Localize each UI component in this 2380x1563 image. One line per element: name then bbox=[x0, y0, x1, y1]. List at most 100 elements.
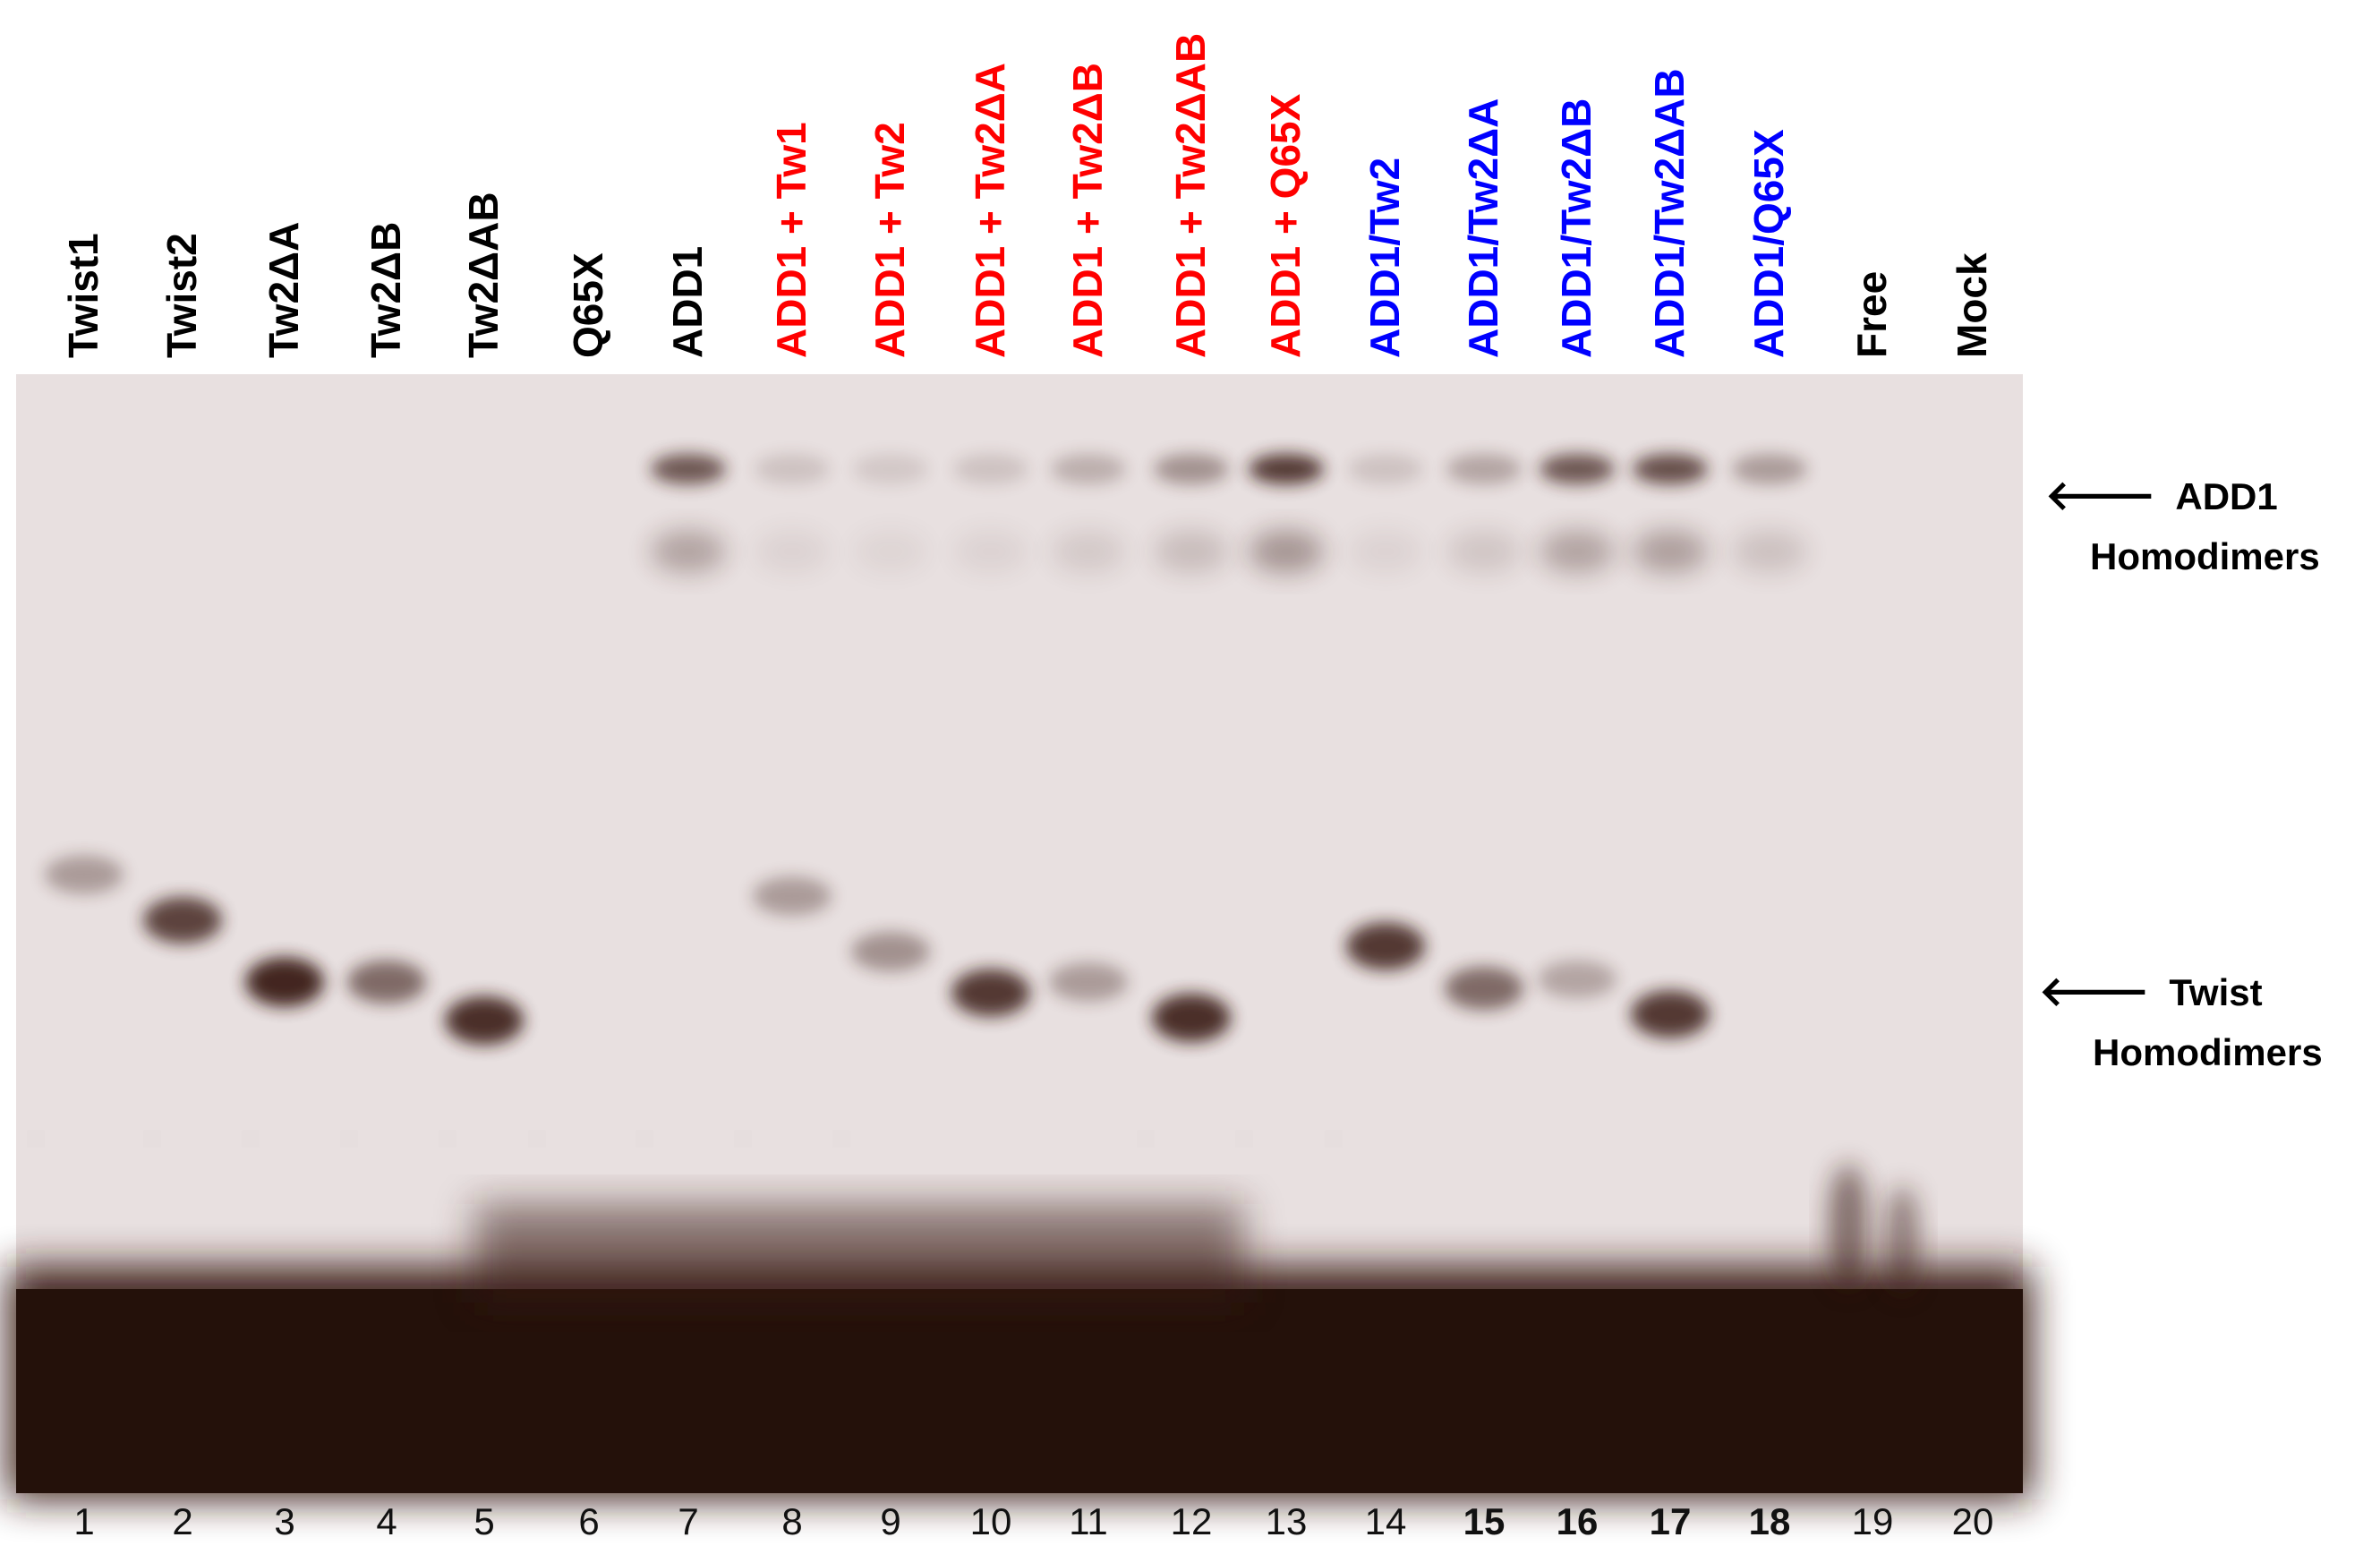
lane-number: 1 bbox=[73, 1500, 95, 1542]
background-speck bbox=[1329, 1134, 1338, 1143]
twist-homodimer-band bbox=[951, 969, 1030, 1017]
twist-homodimer-band bbox=[45, 855, 124, 894]
add1-lower-smear bbox=[755, 530, 830, 573]
gel-layer bbox=[7, 374, 2032, 1499]
lane-label: ADD1 bbox=[664, 245, 711, 358]
lane-number: 12 bbox=[1170, 1500, 1213, 1542]
twist-homodimer-band bbox=[1346, 922, 1425, 970]
lane-number: 8 bbox=[781, 1500, 803, 1542]
add1-homodimer-band bbox=[1249, 454, 1324, 484]
lane-label: Free bbox=[1848, 270, 1895, 358]
add1-lower-smear bbox=[1633, 530, 1708, 573]
add1-homodimer-band bbox=[1540, 454, 1615, 484]
add1-lower-smear bbox=[1540, 530, 1615, 573]
background-speck bbox=[837, 1134, 846, 1143]
add1-homodimer-band bbox=[1348, 454, 1423, 484]
lane-number: 2 bbox=[172, 1500, 193, 1542]
lane-number: 17 bbox=[1649, 1500, 1692, 1542]
twist-annotation-line1: Twist bbox=[2169, 971, 2263, 1013]
lane-number: 19 bbox=[1851, 1500, 1894, 1542]
free-probe-upper-smear bbox=[474, 1204, 1244, 1302]
background-speck bbox=[738, 1134, 747, 1143]
lane-label: Twist2 bbox=[158, 233, 205, 358]
left-arrow-icon: 🡐 bbox=[2045, 472, 2156, 518]
lane-label: Q65X bbox=[565, 252, 611, 358]
background-speck bbox=[1240, 1134, 1249, 1143]
lane-number: 6 bbox=[578, 1500, 600, 1542]
twist-annotation-line2: Homodimers bbox=[2093, 1031, 2323, 1074]
twist-homodimer-band bbox=[143, 897, 222, 944]
add1-lower-smear bbox=[1154, 530, 1229, 573]
twist-homodimer-band bbox=[753, 876, 832, 916]
add1-homodimer-band bbox=[1446, 454, 1522, 484]
background-speck bbox=[640, 1134, 649, 1143]
lane-label: ADD1 + Tw2ΔA bbox=[967, 63, 1013, 358]
twist-homodimer-band bbox=[347, 961, 426, 1004]
lane-label: Mock bbox=[1949, 252, 1995, 358]
lane-label: Tw2ΔA bbox=[260, 221, 307, 358]
lane-label: ADD1 + Q65X bbox=[1262, 93, 1309, 358]
lane-number: 14 bbox=[1364, 1500, 1407, 1542]
lane-number: 7 bbox=[678, 1500, 699, 1542]
lane-label: ADD1/Tw2ΔA bbox=[1460, 98, 1506, 358]
twist-homodimer-band bbox=[1445, 967, 1523, 1010]
twist-homodimers-annotation: 🡐 Twist Homodimers bbox=[2039, 960, 2323, 1081]
background-speck bbox=[148, 1134, 157, 1143]
background-speck bbox=[31, 1134, 40, 1143]
lane-number: 11 bbox=[1069, 1500, 1108, 1542]
lane-label: ADD1 + Tw2ΔB bbox=[1064, 63, 1111, 358]
add1-lower-smear bbox=[953, 530, 1028, 573]
lane-number: 18 bbox=[1748, 1500, 1791, 1542]
add1-lower-smear bbox=[1348, 530, 1423, 573]
free-probe-core bbox=[16, 1289, 2023, 1493]
background-speck bbox=[533, 1134, 542, 1143]
lane-label: Twist1 bbox=[60, 233, 107, 358]
background-speck bbox=[345, 1134, 354, 1143]
lane-number: 15 bbox=[1463, 1500, 1506, 1542]
add1-annotation-line2: Homodimers bbox=[2090, 535, 2320, 578]
lane-label: ADD1/Tw2ΔB bbox=[1553, 98, 1599, 358]
free-lane-streak bbox=[1829, 1164, 1868, 1289]
add1-homodimer-band bbox=[651, 454, 726, 484]
lane-number: 20 bbox=[1951, 1500, 1994, 1542]
lane-label: ADD1 + Tw1 bbox=[768, 122, 815, 358]
add1-homodimer-band bbox=[953, 454, 1028, 484]
background-speck bbox=[1141, 1134, 1150, 1143]
twist-homodimer-band bbox=[245, 957, 324, 1007]
twist-homodimer-band bbox=[1631, 990, 1710, 1038]
twist-homodimer-band bbox=[1538, 961, 1617, 998]
left-arrow-icon: 🡐 bbox=[2039, 968, 2150, 1014]
lane-label: ADD1/Tw2ΔAB bbox=[1646, 68, 1693, 358]
add1-lower-smear bbox=[853, 530, 928, 573]
lane-number: 13 bbox=[1265, 1500, 1308, 1542]
lane-number: 10 bbox=[969, 1500, 1012, 1542]
add1-homodimer-band bbox=[853, 454, 928, 484]
lane-label: Tw2ΔB bbox=[363, 221, 409, 358]
add1-homodimer-band bbox=[1154, 454, 1229, 484]
lane-label: ADD1 + Tw2ΔAB bbox=[1167, 32, 1214, 358]
lane-number: 5 bbox=[473, 1500, 495, 1542]
lane-label: ADD1/Q65X bbox=[1745, 129, 1792, 358]
add1-homodimer-band bbox=[1732, 454, 1807, 484]
twist-homodimer-band bbox=[851, 932, 930, 971]
add1-homodimer-band bbox=[1633, 454, 1708, 484]
twist-homodimer-band bbox=[1152, 994, 1231, 1042]
twist-homodimer-band bbox=[445, 996, 524, 1045]
add1-lower-smear bbox=[1051, 530, 1126, 573]
lane-number: 16 bbox=[1556, 1500, 1599, 1542]
add1-homodimer-band bbox=[755, 454, 830, 484]
add1-annotation-line1: ADD1 bbox=[2175, 475, 2278, 517]
lane-number: 4 bbox=[376, 1500, 397, 1542]
lane-number: 3 bbox=[274, 1500, 295, 1542]
background-speck bbox=[443, 1134, 452, 1143]
twist-homodimer-band bbox=[1049, 962, 1128, 1002]
free-lane-streak bbox=[1884, 1186, 1920, 1294]
lane-number: 9 bbox=[880, 1500, 901, 1542]
add1-homodimers-annotation: 🡐 ADD1 Homodimers bbox=[2045, 464, 2320, 585]
background-speck bbox=[246, 1134, 255, 1143]
add1-lower-smear bbox=[1732, 530, 1807, 573]
lane-label: ADD1/Tw2 bbox=[1361, 157, 1408, 358]
add1-lower-smear bbox=[651, 530, 726, 573]
add1-homodimer-band bbox=[1051, 454, 1126, 484]
